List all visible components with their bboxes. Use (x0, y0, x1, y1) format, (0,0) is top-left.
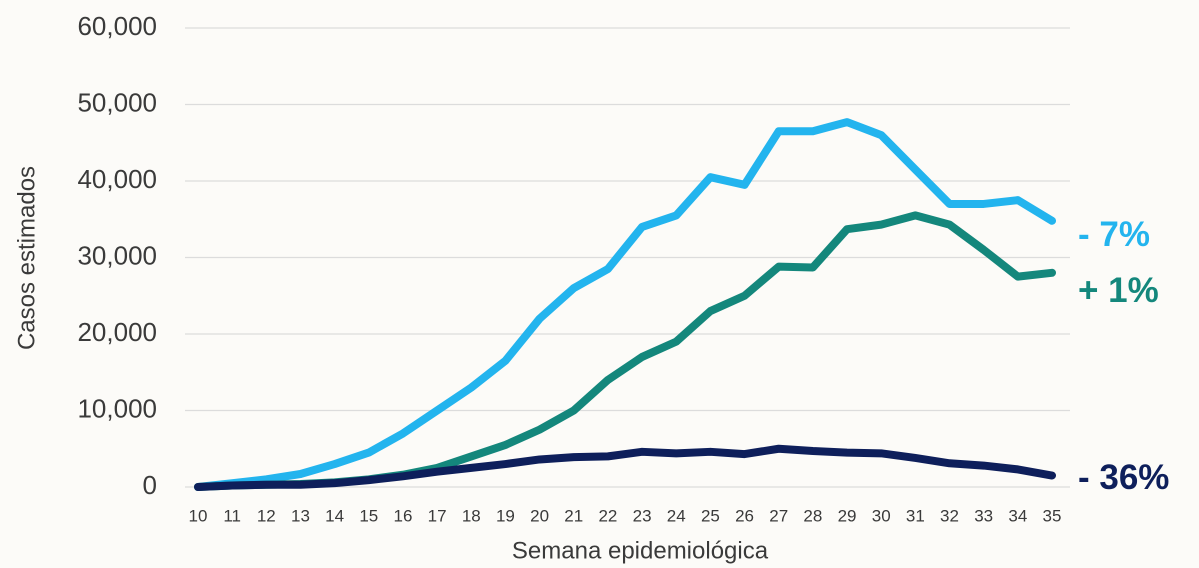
end-label: - 7% (1078, 215, 1150, 254)
x-tick-label: 30 (872, 506, 891, 525)
x-tick-label: 20 (530, 506, 549, 525)
y-tick-label: 40,000 (77, 164, 157, 194)
x-tick-label: 28 (803, 506, 822, 525)
y-axis-title: Casos estimados (13, 166, 40, 350)
y-tick-label: 10,000 (77, 393, 157, 423)
x-tick-label: 34 (1008, 506, 1027, 525)
x-tick-label: 26 (735, 506, 754, 525)
x-tick-label: 11 (223, 506, 241, 525)
x-tick-label: 12 (257, 506, 276, 525)
x-tick-label: 15 (359, 506, 378, 525)
x-tick-label: 16 (393, 506, 412, 525)
x-tick-label: 13 (291, 506, 310, 525)
x-tick-label: 31 (906, 506, 925, 525)
x-tick-label: 25 (701, 506, 720, 525)
series-line (194, 118, 1056, 491)
x-tick-label: 21 (564, 506, 583, 525)
series-line (194, 444, 1056, 491)
x-tick-label: 10 (189, 506, 208, 525)
x-tick-label: 14 (325, 506, 344, 525)
series-line (194, 211, 1056, 491)
x-tick-label: 29 (838, 506, 857, 525)
x-tick-label: 17 (428, 506, 447, 525)
x-tick-label: 22 (598, 506, 617, 525)
y-tick-label: 60,000 (77, 11, 157, 41)
y-tick-label: 30,000 (77, 240, 157, 270)
x-axis-title: Semana epidemiológica (512, 537, 769, 564)
end-label: - 36% (1078, 458, 1169, 497)
x-tick-label: 24 (667, 506, 686, 525)
x-tick-label: 32 (940, 506, 959, 525)
x-tick-label: 27 (769, 506, 788, 525)
end-label: + 1% (1078, 271, 1159, 310)
x-tick-label: 35 (1043, 506, 1062, 525)
x-tick-label: 23 (633, 506, 652, 525)
x-tick-label: 18 (462, 506, 481, 525)
y-tick-label: 50,000 (77, 87, 157, 117)
x-tick-label: 19 (496, 506, 515, 525)
y-tick-label: 0 (143, 470, 157, 500)
y-tick-label: 20,000 (77, 317, 157, 347)
x-tick-label: 33 (974, 506, 993, 525)
